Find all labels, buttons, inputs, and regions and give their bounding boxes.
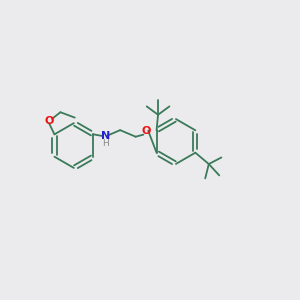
Text: O: O [44, 116, 53, 126]
Text: H: H [102, 139, 109, 148]
Text: O: O [141, 126, 151, 136]
Text: N: N [101, 131, 110, 141]
